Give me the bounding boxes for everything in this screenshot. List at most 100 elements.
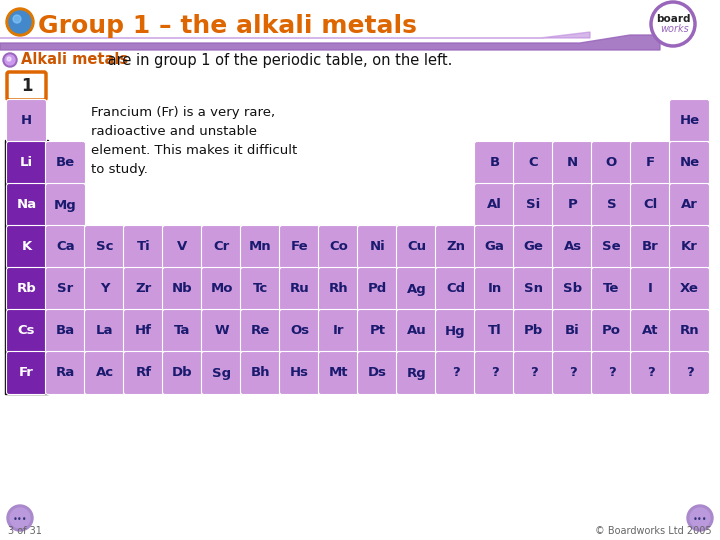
FancyBboxPatch shape [163,309,202,353]
FancyBboxPatch shape [397,267,436,310]
FancyBboxPatch shape [552,184,593,226]
FancyBboxPatch shape [592,267,631,310]
FancyBboxPatch shape [592,309,631,353]
FancyBboxPatch shape [552,352,593,395]
FancyBboxPatch shape [670,267,709,310]
Text: Tc: Tc [253,282,268,295]
Text: Po: Po [602,325,621,338]
FancyBboxPatch shape [513,352,554,395]
FancyBboxPatch shape [552,226,593,268]
FancyBboxPatch shape [592,352,631,395]
Text: Ne: Ne [680,157,700,170]
Text: ?: ? [451,367,459,380]
Text: Bh: Bh [251,367,270,380]
FancyBboxPatch shape [318,267,359,310]
Text: •••: ••• [13,515,27,523]
Text: Bi: Bi [565,325,580,338]
FancyBboxPatch shape [45,267,86,310]
Text: ?: ? [608,367,616,380]
Bar [0,0,720,50]
Text: Co: Co [329,240,348,253]
FancyBboxPatch shape [631,226,670,268]
Text: Sn: Sn [524,282,543,295]
Circle shape [5,55,15,65]
Text: O: O [606,157,617,170]
FancyBboxPatch shape [670,226,709,268]
FancyBboxPatch shape [552,141,593,185]
FancyBboxPatch shape [513,141,554,185]
FancyBboxPatch shape [45,226,86,268]
FancyBboxPatch shape [202,352,241,395]
Text: Ac: Ac [96,367,114,380]
Text: P: P [567,199,577,212]
Text: Ar: Ar [681,199,698,212]
Text: Cu: Cu [407,240,426,253]
Circle shape [9,11,31,33]
Text: Ta: Ta [174,325,191,338]
Text: Al: Al [487,199,502,212]
FancyBboxPatch shape [631,267,670,310]
Text: Francium (Fr) is a very rare,
radioactive and unstable
element. This makes it di: Francium (Fr) is a very rare, radioactiv… [91,106,297,176]
Text: Zn: Zn [446,240,465,253]
FancyBboxPatch shape [240,309,281,353]
Text: Si: Si [526,199,541,212]
Text: Ga: Ga [485,240,505,253]
FancyBboxPatch shape [631,309,670,353]
FancyBboxPatch shape [240,267,281,310]
Text: Rf: Rf [135,367,152,380]
FancyBboxPatch shape [474,309,515,353]
Text: Sc: Sc [96,240,113,253]
FancyBboxPatch shape [163,352,202,395]
Circle shape [687,505,713,531]
FancyBboxPatch shape [358,267,397,310]
Text: Ba: Ba [56,325,75,338]
FancyBboxPatch shape [358,309,397,353]
Text: works: works [661,24,689,34]
FancyBboxPatch shape [45,309,86,353]
FancyBboxPatch shape [397,352,436,395]
Text: Sr: Sr [58,282,73,295]
FancyBboxPatch shape [318,352,359,395]
Text: Db: Db [172,367,193,380]
FancyBboxPatch shape [202,226,241,268]
FancyBboxPatch shape [318,309,359,353]
Text: Ca: Ca [56,240,75,253]
Text: © Boardworks Ltd 2005: © Boardworks Ltd 2005 [595,526,712,536]
FancyBboxPatch shape [6,141,47,185]
FancyBboxPatch shape [240,352,281,395]
FancyBboxPatch shape [670,352,709,395]
Circle shape [3,53,17,67]
Text: ?: ? [569,367,577,380]
Text: S: S [607,199,616,212]
FancyBboxPatch shape [6,267,47,310]
Text: Hf: Hf [135,325,152,338]
Circle shape [651,2,695,46]
Text: Ds: Ds [368,367,387,380]
Text: Ge: Ge [523,240,544,253]
FancyBboxPatch shape [45,184,86,226]
Text: Be: Be [56,157,75,170]
Text: F: F [646,157,655,170]
FancyBboxPatch shape [474,184,515,226]
Text: Re: Re [251,325,270,338]
FancyBboxPatch shape [513,226,554,268]
Polygon shape [0,32,590,38]
Text: ?: ? [685,367,693,380]
FancyBboxPatch shape [84,226,125,268]
Text: Se: Se [602,240,621,253]
FancyBboxPatch shape [84,352,125,395]
FancyBboxPatch shape [279,352,320,395]
Circle shape [13,15,21,23]
FancyBboxPatch shape [240,226,281,268]
Text: N: N [567,157,578,170]
Text: Ag: Ag [407,282,426,295]
FancyBboxPatch shape [397,226,436,268]
Text: Fe: Fe [291,240,308,253]
Text: Cl: Cl [644,199,657,212]
Text: ?: ? [490,367,498,380]
Text: As: As [564,240,582,253]
Text: La: La [96,325,113,338]
FancyBboxPatch shape [436,226,475,268]
Polygon shape [0,35,660,50]
Text: Ni: Ni [369,240,385,253]
